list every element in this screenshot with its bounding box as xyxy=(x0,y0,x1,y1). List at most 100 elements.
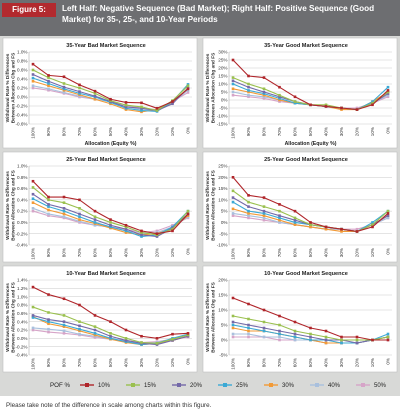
data-point xyxy=(293,221,297,224)
x-tick-label: 40% xyxy=(124,358,129,367)
x-tick-label: 60% xyxy=(293,127,298,136)
chart-title: 25-Year Good Market Sequence xyxy=(264,157,348,163)
data-point xyxy=(186,332,190,335)
x-tick-label: 40% xyxy=(324,127,329,136)
figure-title: Left Half: Negative Sequence (Bad Market… xyxy=(62,4,375,24)
chart-title: 35-Year Bad Market Sequence xyxy=(66,43,146,49)
data-point xyxy=(140,341,143,344)
data-point xyxy=(124,227,128,231)
data-point xyxy=(140,106,143,110)
data-point xyxy=(62,91,66,94)
chart-title: 10-Year Good Market Sequence xyxy=(264,271,348,277)
x-tick-label: 0% xyxy=(186,358,191,365)
data-point xyxy=(78,220,81,223)
data-point xyxy=(262,216,266,220)
y-tick-label: 0.6% xyxy=(17,68,27,73)
x-tick-label: 100% xyxy=(231,358,236,370)
data-point xyxy=(231,200,235,204)
data-point xyxy=(231,323,235,327)
x-tick-label: 40% xyxy=(124,127,129,136)
x-tick-label: 80% xyxy=(262,248,267,257)
y-axis-label: Between Allocation Chg and FS xyxy=(211,282,216,352)
data-point xyxy=(31,186,35,189)
data-point xyxy=(231,90,235,94)
data-point xyxy=(124,229,128,233)
data-point xyxy=(31,68,35,72)
data-point xyxy=(293,218,297,222)
data-point xyxy=(247,209,250,213)
data-point xyxy=(386,209,390,213)
x-tick-label: 100% xyxy=(231,127,236,139)
y-tick-label: 5% xyxy=(221,209,228,214)
data-point xyxy=(31,314,35,317)
data-point xyxy=(278,338,281,342)
data-point xyxy=(62,212,66,216)
x-tick-label: 50% xyxy=(108,127,113,136)
data-point xyxy=(371,225,374,229)
data-point xyxy=(247,95,250,99)
data-point xyxy=(155,109,159,112)
data-point xyxy=(247,205,250,208)
chart-title: 35-Year Good Market Sequence xyxy=(264,43,348,49)
data-point xyxy=(309,221,312,224)
y-axis-label: Withdrawal Rate % Differences xyxy=(5,283,10,352)
y-tick-label: 10% xyxy=(218,82,227,87)
data-point xyxy=(47,318,50,321)
data-point xyxy=(186,88,190,92)
data-point xyxy=(247,317,250,321)
data-point xyxy=(309,223,312,226)
x-axis-label: Allocation (Equity %) xyxy=(85,141,137,147)
x-tick-label: 70% xyxy=(277,358,282,367)
data-point xyxy=(247,332,250,336)
data-point xyxy=(262,87,266,91)
data-point xyxy=(386,212,390,215)
x-tick-label: 90% xyxy=(246,358,251,367)
data-point xyxy=(355,338,359,342)
y-tick-label: 0.2% xyxy=(17,86,27,91)
data-point xyxy=(293,95,297,99)
y-tick-label: 20% xyxy=(218,175,227,180)
legend-swatch-marker xyxy=(177,383,181,387)
x-tick-label: 90% xyxy=(246,248,251,257)
data-point xyxy=(47,195,50,199)
data-point xyxy=(93,314,97,317)
x-tick-label: 90% xyxy=(46,248,51,257)
data-point xyxy=(62,75,66,79)
data-point xyxy=(78,94,81,98)
data-point xyxy=(324,103,328,107)
data-point xyxy=(247,329,250,333)
data-point xyxy=(231,82,235,86)
y-axis-label: Withdrawal Rate % Differences xyxy=(5,171,10,240)
data-point xyxy=(247,90,250,94)
data-point xyxy=(47,82,50,85)
data-point xyxy=(247,326,250,330)
data-point xyxy=(262,218,266,222)
data-point xyxy=(109,102,112,106)
data-point xyxy=(386,338,390,342)
data-point xyxy=(93,218,97,221)
data-point xyxy=(47,327,50,331)
data-point xyxy=(386,92,390,95)
y-tick-label: 0% xyxy=(221,98,228,103)
data-point xyxy=(78,207,81,210)
data-point xyxy=(47,214,50,217)
y-axis-label: Between Allocation Chg and FS xyxy=(11,282,16,352)
data-point xyxy=(140,229,143,233)
chart-panel-background xyxy=(2,151,198,263)
x-tick-label: 70% xyxy=(277,248,282,257)
data-point xyxy=(247,93,250,97)
x-tick-label: 40% xyxy=(124,248,129,257)
data-point xyxy=(247,200,250,204)
data-point xyxy=(278,221,281,224)
x-tick-label: 60% xyxy=(293,248,298,257)
data-point xyxy=(62,82,66,85)
data-point xyxy=(124,103,128,107)
data-point xyxy=(309,103,312,107)
data-point xyxy=(262,335,266,339)
x-tick-label: 50% xyxy=(308,248,313,257)
data-point xyxy=(355,341,359,345)
y-tick-label: 15% xyxy=(218,293,227,298)
y-tick-label: 25% xyxy=(218,164,227,169)
data-point xyxy=(171,332,174,336)
data-point xyxy=(324,341,328,345)
